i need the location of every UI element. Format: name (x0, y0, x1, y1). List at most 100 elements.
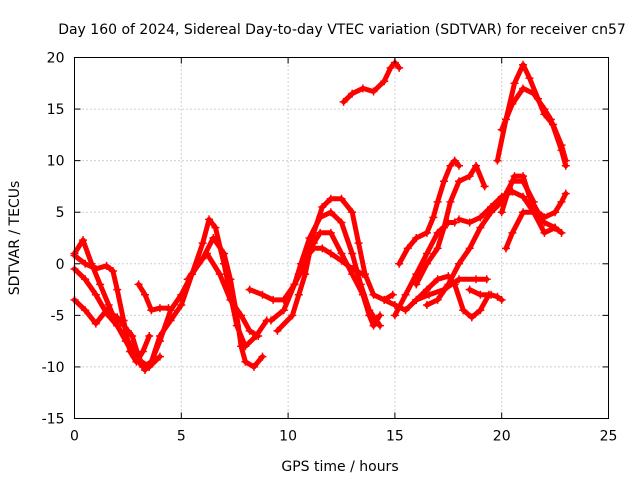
data-point-marker (337, 218, 346, 227)
data-point-marker (525, 74, 534, 83)
data-point-marker (140, 290, 149, 299)
data-point-marker (508, 228, 517, 237)
data-point-marker (128, 331, 137, 340)
data-point-marker (395, 63, 404, 72)
data-point-marker (551, 223, 560, 232)
data-point-marker (467, 313, 476, 322)
data-point-marker (134, 280, 143, 289)
data-point-marker (348, 208, 357, 217)
data-point-marker (164, 304, 173, 313)
data-point-marker (226, 275, 235, 284)
data-point-marker (561, 161, 570, 170)
data-point-marker (155, 337, 164, 346)
data-point-marker (476, 223, 485, 232)
axis-ticks: 0 5 10 15 20 25 20 15 10 5 0 -5 -10 -15 (42, 51, 618, 445)
data-point-marker (422, 259, 431, 268)
x-axis-label: GPS time / hours (281, 459, 398, 475)
data-point-marker (326, 228, 335, 237)
data-point-marker (119, 316, 128, 325)
data-point-marker (487, 290, 496, 299)
data-point-marker (497, 125, 506, 134)
data-point-marker (134, 355, 143, 364)
data-point-marker (422, 249, 431, 258)
data-point-marker (504, 187, 513, 196)
data-point-marker (326, 194, 335, 203)
data-point-marker (476, 213, 485, 222)
data-point-marker (294, 290, 303, 299)
data-point-marker (476, 290, 485, 299)
data-point-marker (454, 275, 463, 284)
data-point-marker (205, 215, 214, 224)
data-point-marker (476, 306, 485, 315)
grid-lines (74, 57, 609, 419)
data-point-marker (433, 275, 442, 284)
data-point-marker (237, 342, 246, 351)
data-point-marker (412, 295, 421, 304)
data-point-marker (337, 194, 346, 203)
data-point-marker (177, 290, 186, 299)
data-point-marker (450, 218, 459, 227)
data-point-marker (309, 244, 318, 253)
data-point-marker (337, 249, 346, 258)
data-point-marker (245, 326, 254, 335)
data-point-marker (337, 256, 346, 265)
data-point-marker (267, 316, 276, 325)
data-point-marker (254, 331, 263, 340)
data-point-marker (155, 304, 164, 313)
data-point-marker (245, 285, 254, 294)
series-track-10 (296, 245, 366, 277)
y-axis-label: SDTVAR / TECUs (7, 181, 23, 296)
data-point-marker (290, 280, 299, 289)
data-point-marker (348, 89, 357, 98)
data-point-marker (369, 87, 378, 96)
data-point-marker (241, 357, 250, 366)
y-tick-label: 0 (56, 257, 65, 273)
data-point-marker (215, 270, 224, 279)
x-tick-label: 20 (493, 429, 511, 445)
data-point-marker (249, 362, 258, 371)
plot-frame (74, 57, 609, 419)
data-point-marker (269, 295, 278, 304)
data-point-marker (81, 259, 90, 268)
data-point-marker (510, 172, 519, 181)
data-point-marker (454, 259, 463, 268)
data-point-marker (339, 97, 348, 106)
data-point-marker (113, 285, 122, 294)
data-point-marker (508, 99, 517, 108)
data-point-marker (422, 228, 431, 237)
data-point-marker (81, 275, 90, 284)
data-point-marker (102, 309, 111, 318)
data-point-marker (380, 77, 389, 86)
data-point-marker (519, 60, 528, 69)
series-track-23 (499, 85, 569, 169)
data-point-marker (551, 208, 560, 217)
data-point-marker (540, 228, 549, 237)
data-point-marker (465, 285, 474, 294)
data-point-marker (318, 244, 327, 253)
y-tick-label: 10 (47, 154, 65, 170)
x-tick-label: 5 (177, 429, 186, 445)
data-point-marker (444, 280, 453, 289)
data-series (70, 58, 570, 375)
data-point-marker (365, 306, 374, 315)
series-track-9 (274, 196, 396, 334)
data-point-marker (529, 89, 538, 98)
series-track-17 (424, 178, 537, 308)
data-point-marker (108, 267, 117, 276)
data-point-marker (348, 249, 357, 258)
series-track-8 (268, 209, 383, 329)
data-point-marker (529, 208, 538, 217)
data-point-marker (519, 172, 528, 181)
data-point-marker (454, 177, 463, 186)
data-point-marker (429, 213, 438, 222)
data-point-marker (258, 352, 267, 361)
data-point-marker (540, 105, 549, 114)
data-point-marker (465, 218, 474, 227)
data-point-marker (401, 290, 410, 299)
data-point-marker (79, 236, 88, 245)
data-point-marker (147, 306, 156, 315)
data-point-marker (326, 249, 335, 258)
data-point-marker (493, 156, 502, 165)
data-point-marker (348, 264, 357, 273)
